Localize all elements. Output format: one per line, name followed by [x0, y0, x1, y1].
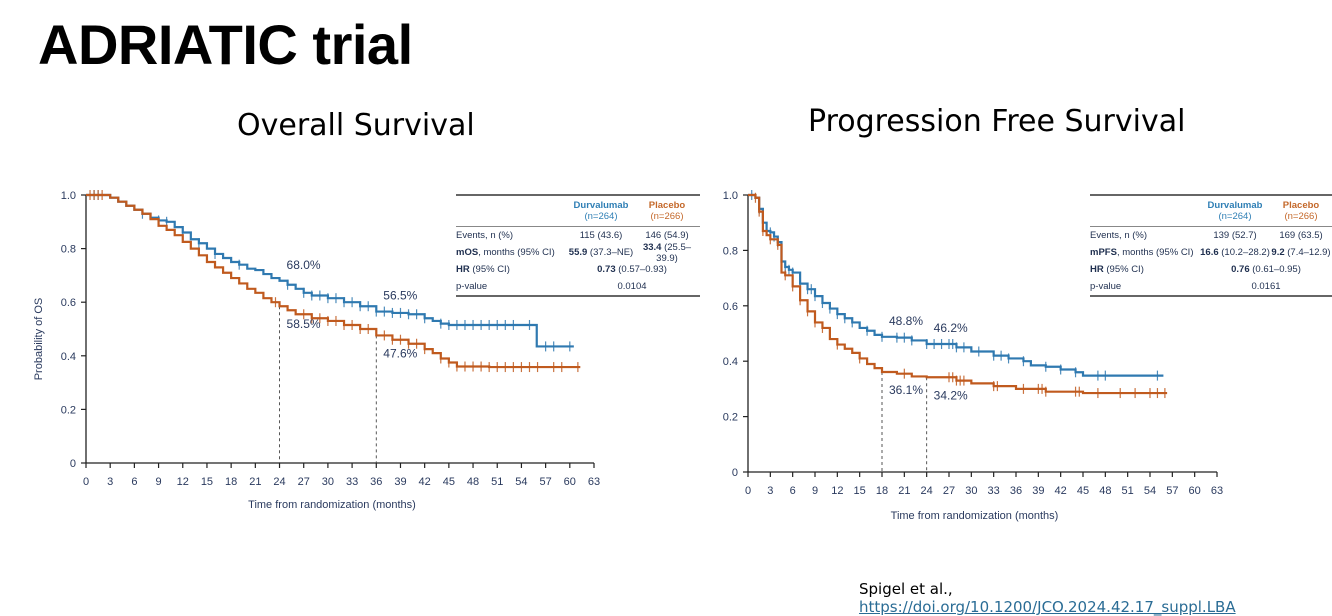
slide-title: ADRIATIC trial: [38, 13, 413, 76]
pfs-row-events: Events, n (%) 139 (52.7) 169 (63.5): [1090, 230, 1323, 241]
os-annotation: 68.0%: [287, 258, 321, 272]
os-x-tick-label: 39: [394, 476, 406, 488]
os-x-tick-label: 30: [322, 476, 334, 488]
pfs-x-tick-label: 0: [745, 485, 751, 497]
os-y-tick-label: 0.4: [61, 351, 76, 363]
pfs-x-tick-label: 54: [1144, 485, 1156, 497]
os-row-pvalue: p-value 0.0104: [456, 281, 647, 292]
pfs-annotation: 48.8%: [889, 314, 923, 328]
os-series-placebo: [86, 193, 581, 369]
pfs-x-tick-label: 36: [1010, 485, 1022, 497]
pfs-summary-table: Durvalumab (n=264) Placebo (n=266) Events,…: [1090, 194, 1332, 297]
pfs-annotation: 36.1%: [889, 383, 923, 397]
os-chart-title: Overall Survival: [237, 108, 475, 143]
os-x-tick-label: 57: [539, 476, 551, 488]
citation-doi-link[interactable]: https://doi.org/10.1200/JCO.2024.42.17_s…: [859, 598, 1236, 616]
pfs-x-tick-label: 63: [1211, 485, 1223, 497]
pfs-y-tick-label: 0.4: [723, 356, 738, 368]
pfs-col-durvalumab: Durvalumab (n=264): [1207, 200, 1263, 222]
os-x-tick-label: 24: [273, 476, 285, 488]
pfs-x-tick-label: 27: [943, 485, 955, 497]
pfs-x-tick-label: 39: [1032, 485, 1044, 497]
pfs-y-tick-label: 0.6: [723, 301, 738, 313]
pfs-x-tick-label: 51: [1122, 485, 1134, 497]
pfs-x-tick-label: 60: [1189, 485, 1201, 497]
os-x-tick-label: 15: [201, 476, 213, 488]
os-x-tick-label: 42: [419, 476, 431, 488]
pfs-row-median: mPFS, months (95% CI) 16.6 (10.2–28.2) 9…: [1090, 247, 1331, 258]
os-x-tick-label: 48: [467, 476, 479, 488]
pfs-x-tick-label: 24: [921, 485, 933, 497]
os-y-tick-label: 0.6: [61, 297, 76, 309]
os-row-median: mOS, months (95% CI) 55.9 (37.3–NE) 33.4…: [456, 241, 692, 264]
pfs-x-tick-label: 21: [898, 485, 910, 497]
os-x-tick-label: 12: [177, 476, 189, 488]
pfs-row-pvalue: p-value 0.0161: [1090, 281, 1281, 292]
os-x-tick-label: 60: [564, 476, 576, 488]
os-x-tick-label: 36: [370, 476, 382, 488]
pfs-x-axis-label: Time from randomization (months): [891, 510, 1059, 522]
os-annotation: 47.6%: [383, 346, 417, 360]
pfs-y-tick-label: 0.8: [723, 245, 738, 257]
pfs-x-tick-label: 57: [1166, 485, 1178, 497]
os-summary-table: Durvalumab (n=264) Placebo (n=266) Events,…: [456, 194, 700, 297]
citation: Spigel et al., https://doi.org/10.1200/J…: [859, 580, 1332, 616]
pfs-x-tick-label: 48: [1099, 485, 1111, 497]
pfs-x-tick-label: 45: [1077, 485, 1089, 497]
pfs-x-tick-label: 42: [1055, 485, 1067, 497]
os-x-tick-label: 18: [225, 476, 237, 488]
pfs-x-tick-label: 9: [812, 485, 818, 497]
os-row-hr: HR (95% CI) 0.73 (0.57–0.93): [456, 264, 667, 275]
os-chart: 0 3 6 9 12 15 18 21 24 27 30 33 36 39 42 45 48 51 54 57 60 63…: [33, 190, 600, 511]
os-y-tick-label: 0.8: [61, 244, 76, 256]
os-col-durvalumab: Durvalumab (n=264): [573, 200, 629, 222]
os-annotation: 56.5%: [383, 289, 417, 303]
os-x-tick-label: 9: [156, 476, 162, 488]
os-row-events: Events, n (%) 115 (43.6) 146 (54.9): [456, 230, 689, 241]
pfs-x-tick-label: 30: [965, 485, 977, 497]
os-col-placebo: Placebo (n=266): [648, 200, 686, 222]
pfs-x-tick-label: 18: [876, 485, 888, 497]
pfs-chart: 0 3 6 9 12 15 18 21 24 27 30 33 36 39 42 45 48 51 54 57 60 63…: [723, 190, 1223, 522]
os-x-axis-label: Time from randomization (months): [248, 499, 416, 511]
os-x-tick-label: 6: [131, 476, 137, 488]
pfs-row-hr: HR (95% CI) 0.76 (0.61–0.95): [1090, 264, 1301, 275]
os-y-tick-label: 1.0: [61, 190, 76, 202]
os-x-tick-label: 27: [298, 476, 310, 488]
pfs-y-tick-label: 0: [732, 467, 738, 479]
pfs-x-tick-label: 6: [790, 485, 796, 497]
os-y-tick-label: 0: [70, 458, 76, 470]
os-annotation: 58.5%: [287, 317, 321, 331]
os-x-tick-label: 51: [491, 476, 503, 488]
pfs-y-tick-label: 0.2: [723, 412, 738, 424]
pfs-annotation: 34.2%: [934, 388, 968, 402]
citation-author: Spigel et al.,: [859, 580, 953, 598]
os-x-tick-label: 33: [346, 476, 358, 488]
os-y-tick-label: 0.2: [61, 404, 76, 416]
os-x-tick-label: 21: [249, 476, 261, 488]
pfs-x-tick-label: 3: [767, 485, 773, 497]
os-x-tick-label: 54: [515, 476, 527, 488]
pfs-series-placebo: [748, 193, 1168, 395]
pfs-y-tick-label: 1.0: [723, 190, 738, 202]
os-x-tick-label: 45: [443, 476, 455, 488]
pfs-annotation: 46.2%: [934, 321, 968, 335]
pfs-x-tick-label: 12: [831, 485, 843, 497]
os-x-tick-label: 0: [83, 476, 89, 488]
pfs-chart-title: Progression Free Survival: [808, 104, 1186, 139]
os-x-tick-label: 63: [588, 476, 600, 488]
os-y-axis-label: Probability of OS: [33, 298, 45, 381]
pfs-x-tick-label: 15: [854, 485, 866, 497]
os-x-tick-label: 3: [107, 476, 113, 488]
pfs-col-placebo: Placebo (n=266): [1282, 200, 1320, 222]
pfs-x-tick-label: 33: [988, 485, 1000, 497]
